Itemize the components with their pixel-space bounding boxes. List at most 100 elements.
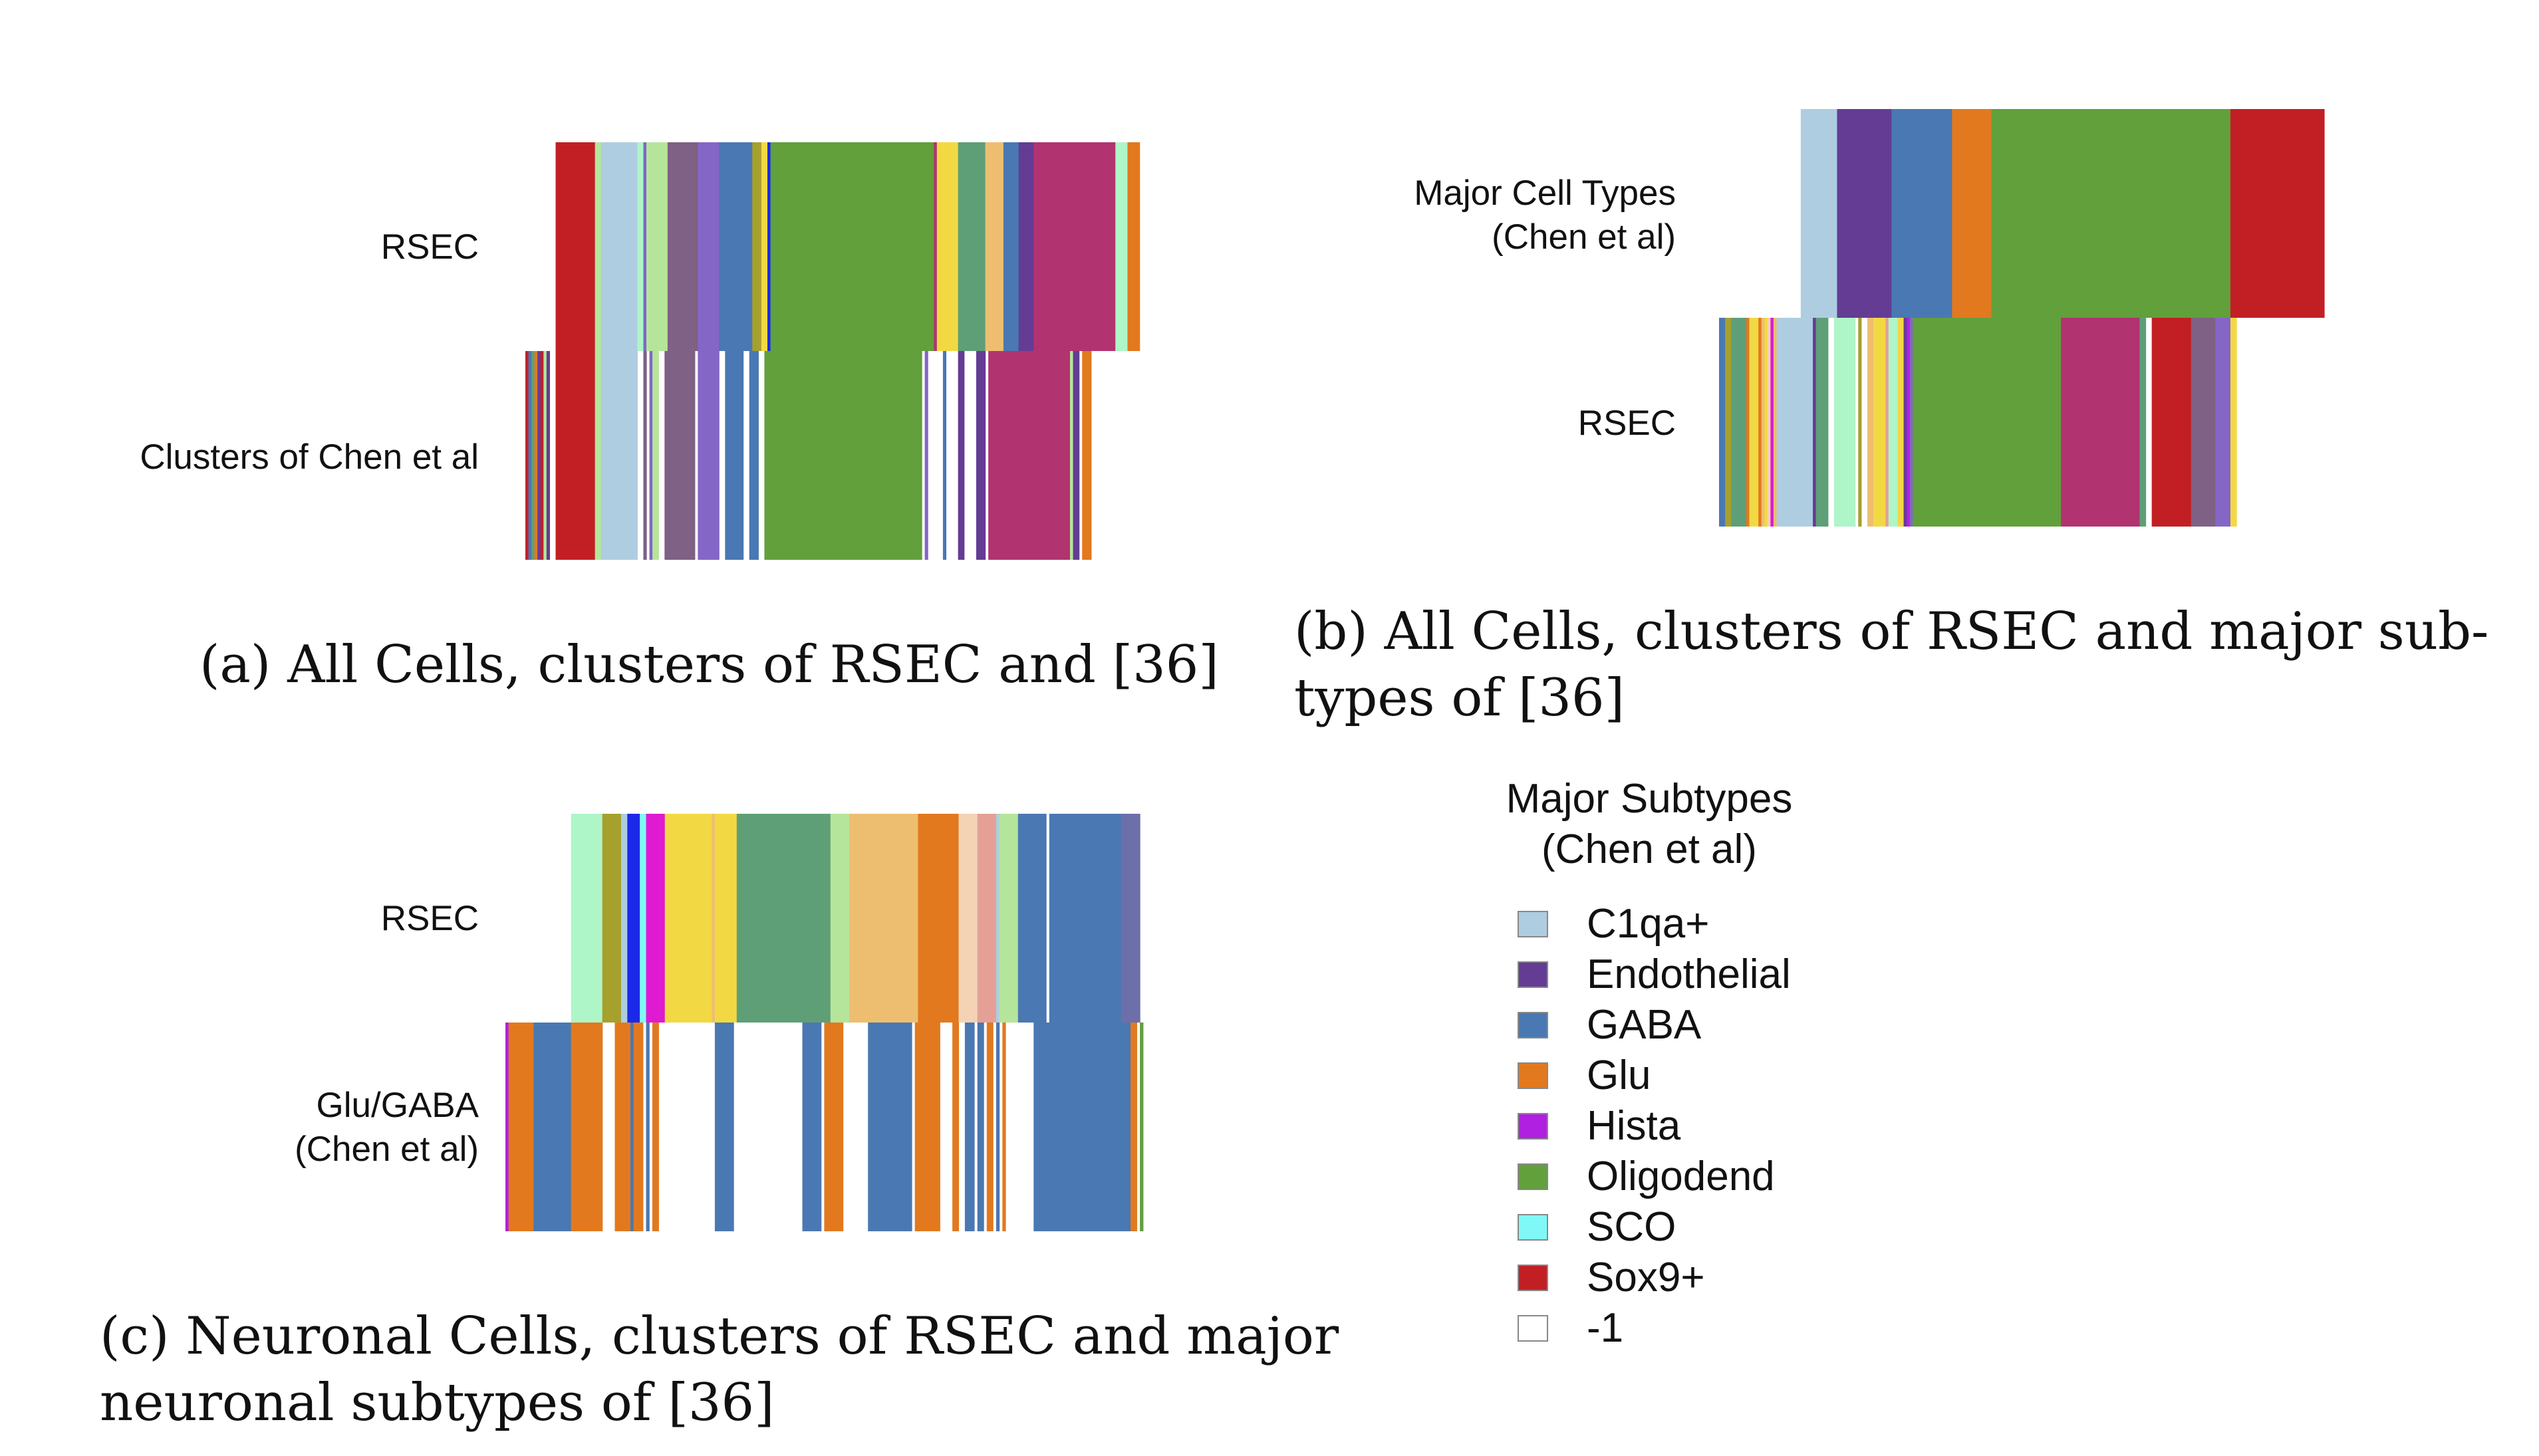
legend-label: Oligodend	[1587, 1153, 1775, 1199]
row-label-major-cell-types-source: (Chen et al)	[1492, 217, 1676, 257]
heatmap-cell-row1-seg26	[764, 351, 922, 560]
heatmap-cell-row0-seg3	[620, 814, 628, 1023]
heatmap-cell-row1-seg6	[543, 351, 547, 560]
legend-label: -1	[1587, 1305, 1624, 1351]
heatmap-cell-row0-seg3	[601, 142, 638, 351]
heatmap-cell-row0-seg13	[770, 142, 934, 351]
heatmap-cell-row0-seg19	[1018, 142, 1034, 351]
heatmap-cell-row1-seg13	[714, 1023, 734, 1231]
heatmap-cell-row0-seg10	[736, 814, 831, 1023]
heatmap-cell-row1-seg4	[537, 351, 541, 560]
heatmap-cell-row1-seg19	[1867, 318, 1874, 527]
legend-swatch	[1518, 1265, 1548, 1291]
legend-swatch	[1518, 1315, 1548, 1342]
row-label-rsec: RSEC	[1577, 404, 1676, 443]
heatmap-cell-row1-seg36	[988, 351, 1071, 560]
heatmap-cell-row1-seg10	[595, 351, 602, 560]
heatmap-cell-row1-seg20	[1873, 318, 1886, 527]
legend-swatch	[1518, 961, 1548, 988]
heatmap-cell-row1-seg31	[996, 1023, 1000, 1231]
heatmap-cell-row1-seg30	[942, 351, 947, 560]
heatmap-cell-row1-seg29	[2139, 318, 2147, 527]
heatmap-cell-row1-seg3	[571, 1023, 603, 1231]
heatmap-cell-row1-seg1	[508, 1023, 534, 1231]
heatmap-cell-row0-seg18	[1017, 814, 1047, 1023]
heatmap-cell-row0-seg12	[767, 142, 771, 351]
heatmap-cell-row0-seg2	[602, 814, 622, 1023]
heatmap-cell-row1-seg32	[2191, 318, 2216, 527]
heatmap-cell-row1-seg11	[601, 351, 638, 560]
heatmap-cell-row0-seg5	[643, 142, 647, 351]
legend-swatch	[1518, 1214, 1548, 1241]
heatmap-cell-row0-seg17	[985, 142, 1004, 351]
heatmap-cell-row0-seg8	[698, 142, 720, 351]
heatmap-cell-row1-seg0	[1719, 318, 1726, 527]
row-label-glu-gaba-source: (Chen et al)	[295, 1130, 479, 1169]
heatmap-cell-row1-seg31	[2151, 318, 2192, 527]
caption-c-line2: neuronal subtypes of [36]	[100, 1373, 775, 1433]
heatmap-cell-row0-seg6	[2230, 109, 2325, 318]
heatmap-cell-row1-seg19	[868, 1023, 912, 1231]
heatmap-cell-row1-seg17	[824, 1023, 844, 1231]
heatmap-cell-row0-seg2	[1837, 109, 1892, 318]
heatmap-cell-row1-seg3	[534, 351, 538, 560]
heatmap-cell-row1-seg2	[1731, 318, 1747, 527]
heatmap-cell-row1-seg8	[1767, 318, 1771, 527]
heatmap-cell-row1-seg7	[1764, 318, 1768, 527]
heatmap-cell-row0-seg3	[1891, 109, 1952, 318]
legend-label: Glu	[1587, 1052, 1651, 1098]
heatmap-cell-row1-seg32	[958, 351, 965, 560]
heatmap-cell-row1-seg25	[964, 1023, 975, 1231]
heatmap-cell-row1-seg24	[1903, 318, 1907, 527]
heatmap-cell-row0-seg15	[977, 814, 997, 1023]
heatmap-cell-row1-seg16	[652, 351, 659, 560]
heatmap-cell-row0-seg4	[637, 142, 644, 351]
heatmap-cell-row1-seg12	[1813, 318, 1817, 527]
heatmap-cell-row1-seg38	[1140, 1023, 1144, 1231]
heatmap-cell-row1-seg10	[1773, 318, 1778, 527]
caption-b-line2: types of [36]	[1294, 668, 1625, 728]
heatmap-cell-row1-seg23	[952, 1023, 960, 1231]
heatmap-cell-row0-seg1	[1800, 109, 1838, 318]
heatmap-cell-row1-seg33	[2215, 318, 2231, 527]
row-label-glu-gaba: Glu/GABA	[316, 1086, 479, 1125]
heatmap-cell-row1-seg24	[749, 351, 759, 560]
heatmap-cell-row1-seg11	[1776, 318, 1813, 527]
heatmap-cell-row0-seg17	[999, 814, 1019, 1023]
heatmap-cell-row0-seg12	[849, 814, 918, 1023]
row-label-rsec: RSEC	[380, 227, 479, 267]
heatmap-a	[525, 142, 1140, 560]
heatmap-cell-row1-seg7	[633, 1023, 644, 1231]
heatmap-cell-row1-seg1	[1725, 318, 1732, 527]
legend-swatch	[1518, 1113, 1548, 1140]
heatmap-cell-row1-seg1	[528, 351, 532, 560]
heatmap-cell-row0-seg5	[640, 814, 647, 1023]
heatmap-cell-row0-seg4	[1952, 109, 1992, 318]
heatmap-cell-row1-seg38	[1073, 351, 1080, 560]
heatmap-cell-row1-seg15	[802, 1023, 822, 1231]
legend-label: Endothelial	[1587, 951, 1791, 997]
caption-c-line1: (c) Neuronal Cells, clusters of RSEC and…	[100, 1306, 1339, 1366]
heatmap-cell-row1-seg26	[1909, 318, 1913, 527]
row-label-clusters-chen: Clusters of Chen et al	[140, 437, 479, 477]
heatmap-cell-row1-seg9	[1770, 318, 1774, 527]
heatmap-cell-row0-seg6	[646, 142, 668, 351]
row-label-rsec: RSEC	[380, 899, 479, 938]
heatmap-cell-row1-seg9	[646, 1023, 650, 1231]
legend-subtitle: (Chen et al)	[1541, 826, 1757, 872]
heatmap-cell-row1-seg5	[614, 1023, 631, 1231]
heatmap-cell-row0-seg9	[719, 142, 753, 351]
legend-swatch	[1518, 911, 1548, 937]
legend-label: GABA	[1587, 1002, 1702, 1048]
heatmap-cell-row0-seg9	[714, 814, 737, 1023]
heatmap-cell-row0-seg14	[958, 814, 978, 1023]
heatmap-cell-row1-seg20	[698, 351, 720, 560]
heatmap-cell-row1-seg11	[652, 1023, 659, 1231]
heatmap-cell-row1-seg15	[649, 351, 653, 560]
heatmap-cell-row1-seg9	[555, 351, 596, 560]
heatmap-cell-row1-seg5	[1758, 318, 1762, 527]
row-label-major-cell-types: Major Cell Types	[1414, 174, 1676, 213]
legend-label: C1qa+	[1587, 901, 1710, 947]
heatmap-cell-row0-seg21	[1121, 814, 1140, 1023]
heatmap-cell-row0-seg6	[646, 814, 666, 1023]
